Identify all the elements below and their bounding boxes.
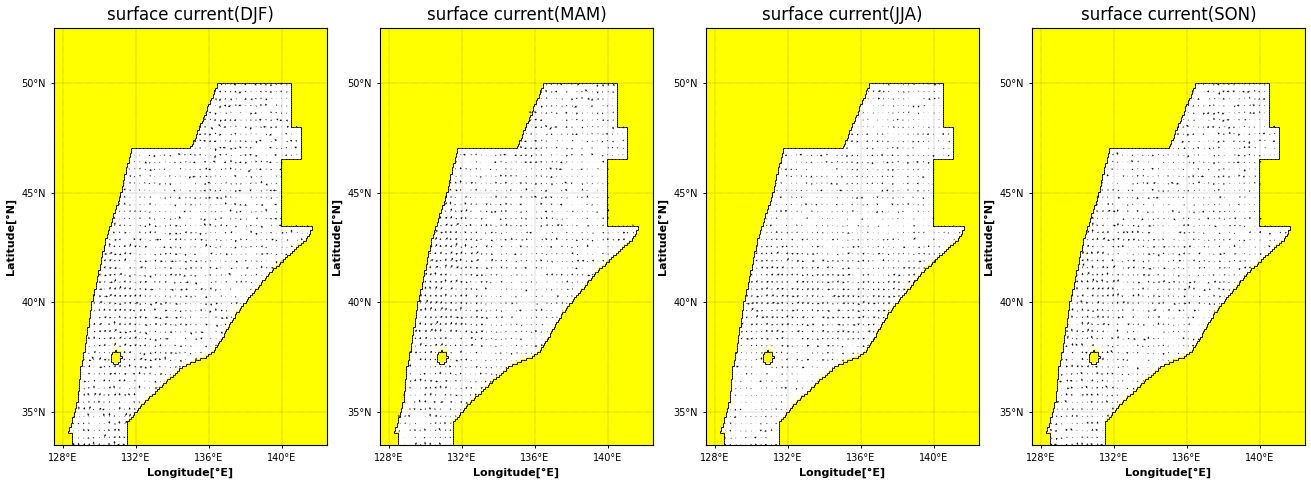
X-axis label: Longitude[°E]: Longitude[°E]	[147, 468, 233, 479]
X-axis label: Longitude[°E]: Longitude[°E]	[473, 468, 560, 479]
Title: surface current(DJF): surface current(DJF)	[108, 5, 274, 24]
X-axis label: Longitude[°E]: Longitude[°E]	[800, 468, 886, 479]
Title: surface current(JJA): surface current(JJA)	[762, 5, 923, 24]
Title: surface current(MAM): surface current(MAM)	[426, 5, 607, 24]
Y-axis label: Latitude[°N]: Latitude[°N]	[332, 198, 342, 275]
Y-axis label: Latitude[°N]: Latitude[°N]	[983, 198, 994, 275]
Y-axis label: Latitude[°N]: Latitude[°N]	[658, 198, 667, 275]
X-axis label: Longitude[°E]: Longitude[°E]	[1125, 468, 1211, 479]
Y-axis label: Latitude[°N]: Latitude[°N]	[5, 198, 16, 275]
Title: surface current(SON): surface current(SON)	[1080, 5, 1256, 24]
